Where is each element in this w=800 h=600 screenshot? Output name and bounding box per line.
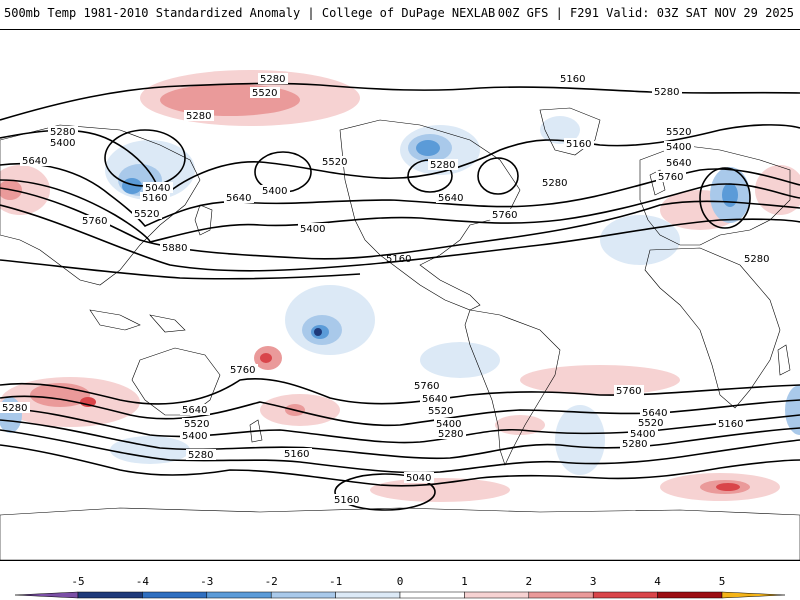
colorbar-swatch: [657, 591, 723, 599]
height-label: 5040: [406, 473, 431, 484]
height-label: 5280: [542, 178, 567, 189]
colorbar-tick-label: -3: [200, 575, 214, 588]
height-label: 5280: [50, 127, 75, 138]
colorbar-tick-label: 3: [589, 575, 597, 588]
height-contours: [0, 82, 800, 511]
height-label: 5280: [2, 403, 27, 414]
height-label: 5280: [186, 111, 211, 122]
height-label: 5760: [414, 381, 439, 392]
height-label: 5760: [616, 386, 641, 397]
height-label: 5280: [438, 429, 463, 440]
height-label: 5400: [262, 186, 287, 197]
height-label: 5280: [654, 87, 679, 98]
colorbar-swatch: [528, 591, 594, 599]
colorbar-tick-label: -1: [328, 575, 343, 588]
height-label: 5520: [252, 88, 277, 99]
colorbar-swatch: [464, 591, 530, 599]
height-label: 5160: [718, 419, 743, 430]
colorbar-tick-label: 5: [718, 575, 726, 588]
height-label: 5760: [230, 365, 255, 376]
colorbar: -5 -4 -3 -2 -1 0 1 2 3 4 5: [0, 570, 800, 600]
colorbar-swatch: [335, 591, 401, 599]
height-label: 5160: [566, 139, 591, 150]
height-label: 5640: [22, 156, 47, 167]
height-label: 5400: [666, 142, 691, 153]
height-label: 5520: [184, 419, 209, 430]
height-label: 5640: [226, 193, 251, 204]
colorbar-tick-label: 4: [654, 575, 661, 588]
height-label: 5520: [428, 406, 453, 417]
height-label: 5640: [666, 158, 691, 169]
height-label: 5760: [492, 210, 517, 221]
height-label: 5640: [422, 394, 447, 405]
height-label: 5160: [560, 74, 585, 85]
height-label: 5760: [658, 172, 683, 183]
height-label: 5760: [82, 216, 107, 227]
colorbar-tick-label: -2: [264, 575, 278, 588]
anomaly-map: 5280 5520 5280 5280 5400 5640 5160 5040 …: [0, 70, 800, 560]
colorbar-tick-label: -4: [135, 575, 150, 588]
colorbar-swatches: [14, 591, 786, 599]
model-run-info: 00Z GFS | F291 Valid: 03Z SAT NOV 29 202…: [497, 6, 794, 20]
colorbar-swatch: [142, 591, 208, 599]
height-label: 5880: [162, 243, 187, 254]
height-label: 5280: [622, 439, 647, 450]
height-label: 5160: [284, 449, 309, 460]
height-label: 5520: [322, 157, 347, 168]
height-label: 5400: [182, 431, 207, 442]
colorbar-tick-label: 1: [461, 575, 468, 588]
colorbar-swatch: [14, 591, 79, 599]
colorbar-tick-label: -5: [71, 575, 85, 588]
height-label: 5640: [438, 193, 463, 204]
map-title: 500mb Temp 1981-2010 Standardized Anomal…: [4, 6, 496, 20]
colorbar-strip: [14, 591, 786, 599]
height-label: 5520: [638, 418, 663, 429]
height-labels: 5280 5520 5280 5280 5400 5640 5160 5040 …: [0, 73, 769, 506]
height-label: 5400: [300, 224, 325, 235]
colorbar-tick-label: 2: [525, 575, 533, 588]
height-label: 5520: [666, 127, 691, 138]
height-label: 5040: [145, 183, 170, 194]
height-label: 5640: [642, 408, 667, 419]
header: 500mb Temp 1981-2010 Standardized Anomal…: [0, 0, 800, 30]
height-label: 5160: [142, 193, 167, 204]
map-panel: 5280 5520 5280 5280 5400 5640 5160 5040 …: [0, 29, 800, 561]
colorbar-swatch: [206, 591, 272, 599]
height-label: 5280: [744, 254, 769, 265]
colorbar-swatch: [399, 591, 465, 599]
coastlines: [0, 107, 800, 560]
height-label: 5280: [260, 74, 285, 85]
height-label: 5400: [630, 429, 655, 440]
colorbar-swatch: [270, 591, 336, 599]
height-label: 5400: [50, 138, 75, 149]
height-label: 5640: [182, 405, 207, 416]
colorbar-swatch: [77, 591, 143, 599]
height-label: 5160: [334, 495, 359, 506]
colorbar-swatch: [721, 591, 786, 599]
colorbar-tick-label: 0: [396, 575, 404, 588]
colorbar-swatch: [592, 591, 658, 599]
cold-anomaly-shading: [0, 116, 800, 475]
height-label: 5280: [188, 450, 213, 461]
height-label: 5520: [134, 209, 159, 220]
height-label: 5280: [430, 160, 455, 171]
height-label: 5160: [386, 254, 411, 265]
height-label: 5400: [436, 419, 461, 430]
